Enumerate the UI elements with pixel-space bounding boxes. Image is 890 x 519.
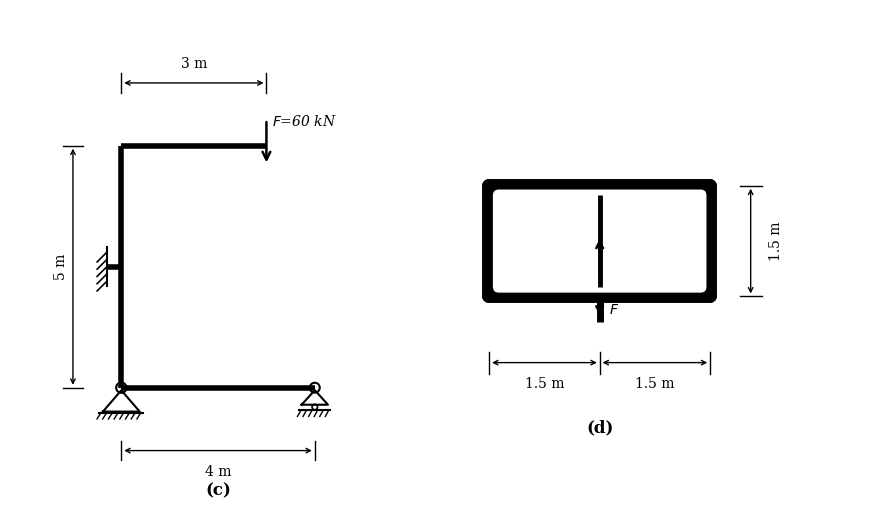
- Text: 1.5 m: 1.5 m: [525, 377, 564, 391]
- Text: (d): (d): [586, 419, 613, 436]
- Text: (c): (c): [205, 482, 231, 499]
- Text: 4 m: 4 m: [205, 465, 231, 479]
- Text: $F$: $F$: [609, 303, 619, 317]
- Text: 5 m: 5 m: [53, 254, 68, 280]
- Text: 3 m: 3 m: [181, 57, 207, 71]
- Text: $F$=70 kN: $F$=70 kN: [526, 211, 591, 226]
- Polygon shape: [302, 390, 328, 405]
- Text: 1.5 m: 1.5 m: [635, 377, 675, 391]
- Polygon shape: [103, 390, 140, 412]
- FancyBboxPatch shape: [493, 189, 707, 293]
- Text: 1.5 m: 1.5 m: [770, 221, 783, 261]
- Text: $F$=60 kN: $F$=60 kN: [272, 114, 336, 129]
